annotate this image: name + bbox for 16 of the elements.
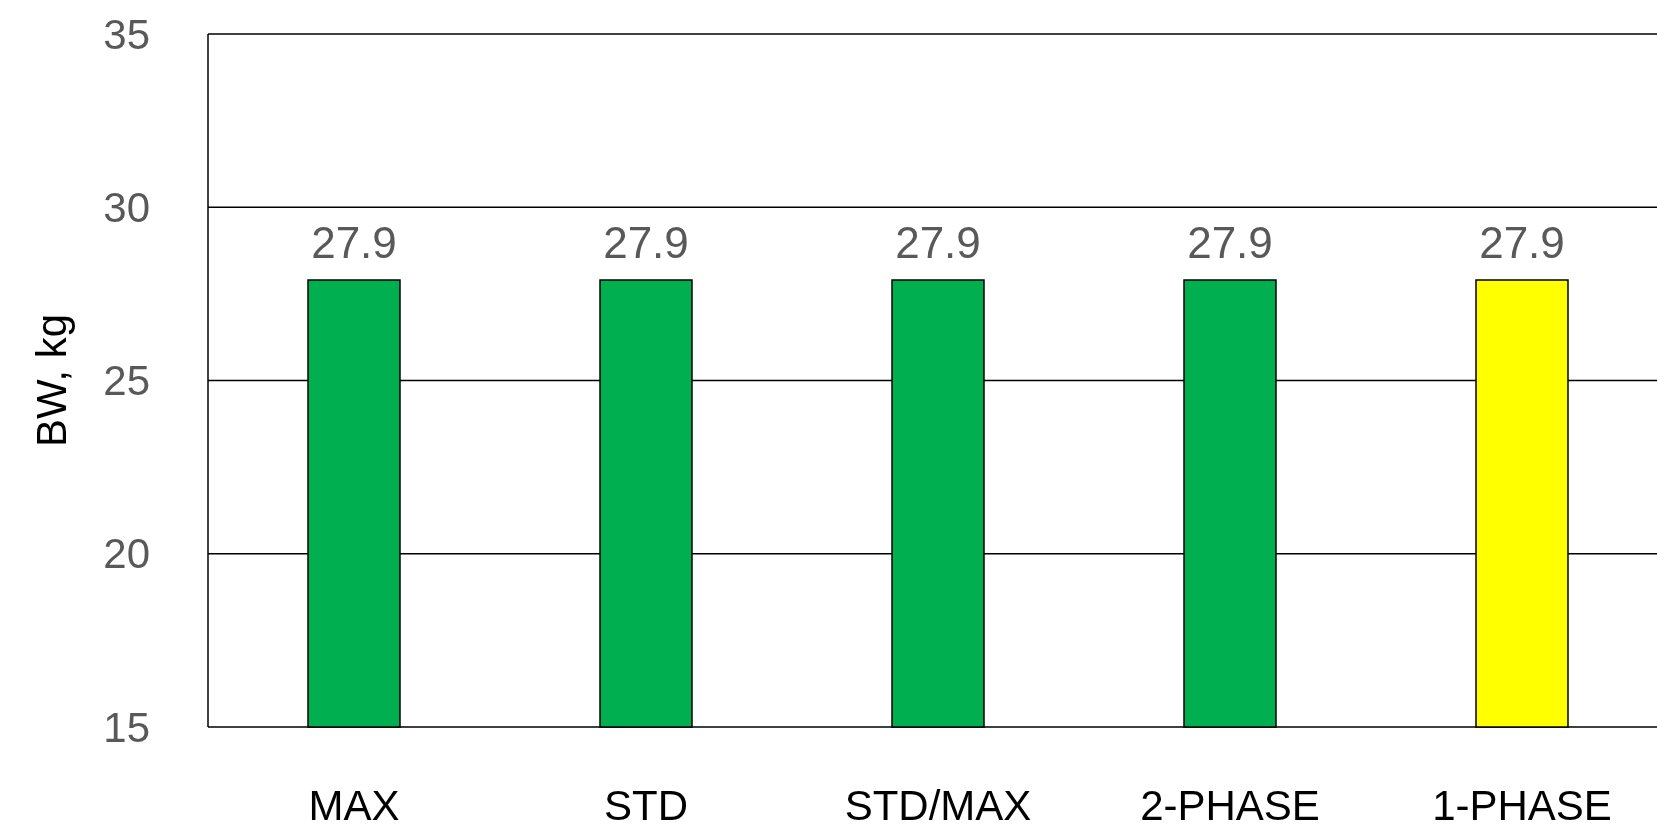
data-label: 27.9 <box>603 218 689 268</box>
x-tick-label: 1-PHASE <box>1432 782 1612 829</box>
data-label: 27.9 <box>1479 218 1565 268</box>
y-tick-label: 30 <box>103 183 150 231</box>
y-axis-title: BW, kg <box>28 313 75 448</box>
data-label: 27.9 <box>895 218 981 268</box>
x-tick-label: STD <box>604 782 688 829</box>
y-tick-label: 15 <box>103 703 150 751</box>
data-label: 27.9 <box>311 218 397 268</box>
x-tick-label: STD/MAX <box>844 782 1032 829</box>
y-tick-label: 20 <box>103 530 150 578</box>
x-tick-label: MAX <box>308 782 400 829</box>
y-tick-label: 35 <box>103 10 150 58</box>
data-label: 27.9 <box>1187 218 1273 268</box>
y-tick-label: 25 <box>103 357 150 405</box>
x-tick-label: 2-PHASE <box>1140 782 1320 829</box>
